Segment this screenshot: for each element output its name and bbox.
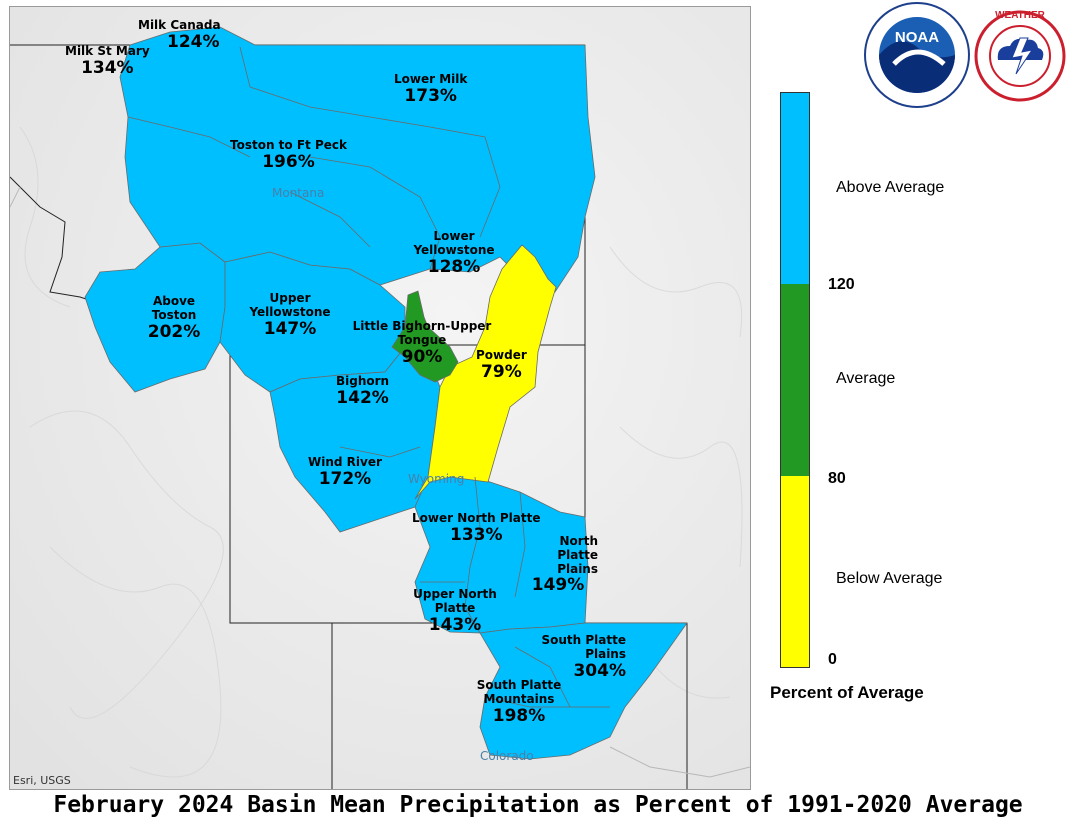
page-title: February 2024 Basin Mean Precipitation a…: [53, 792, 1023, 818]
basin-label-powder: Powder 79%: [476, 348, 527, 382]
map-frame: Milk Canada 124% Milk St Mary 134% Lower…: [9, 6, 751, 790]
legend-break-120: 120: [828, 276, 855, 293]
basin-name: South Platte Mountains: [476, 678, 562, 706]
basin-name: Bighorn: [336, 374, 390, 388]
basin-name: Little Bighorn-Upper Tongue: [352, 319, 492, 347]
basin-label-bighorn: Bighorn 142%: [336, 374, 390, 408]
state-label-montana: Montana: [272, 186, 325, 200]
basin-label-milk-st-mary: Milk St Mary 134%: [65, 44, 150, 78]
basin-percent: 304%: [573, 660, 626, 681]
basin-label-north-platte-plains: North Platte Plains 149%: [518, 534, 598, 596]
basin-name: South Platte Plains: [541, 633, 626, 661]
basin-percent: 143%: [428, 614, 482, 635]
basin-name: Upper Yellowstone: [249, 291, 331, 319]
basin-label-upper-north-platte: Upper North Platte 143%: [410, 587, 500, 635]
basin-map: [10, 7, 750, 789]
legend-title: Percent of Average: [770, 683, 924, 702]
legend-break-80: 80: [828, 470, 846, 487]
idaho-boundary: [10, 176, 111, 308]
basin-percent: 133%: [449, 524, 503, 545]
basin-percent: 128%: [427, 256, 481, 277]
basin-name: Milk Canada: [138, 18, 221, 32]
basin-name: Lower Yellowstone: [413, 229, 495, 257]
legend-color-bar: [780, 92, 810, 668]
legend-swatch-average: [781, 284, 809, 476]
noaa-logo-text: NOAA: [895, 29, 939, 46]
legend-break-0: 0: [828, 651, 837, 668]
basin-label-above-toston: Above Toston 202%: [138, 294, 210, 342]
map-attribution: Esri, USGS: [13, 774, 71, 787]
basin-percent: 79%: [481, 361, 522, 382]
basin-shape-northern-montana: [119, 26, 596, 293]
basin-label-lower-milk: Lower Milk 173%: [394, 72, 468, 106]
basin-percent: 149%: [531, 575, 585, 596]
basin-label-lower-yellowstone: Lower Yellowstone 128%: [413, 229, 495, 277]
noaa-logo: NOAA: [864, 2, 970, 108]
basin-name: Milk St Mary: [65, 44, 150, 58]
basin-label-toston-ft-peck: Toston to Ft Peck 196%: [230, 138, 347, 172]
basin-percent: 202%: [147, 321, 201, 342]
legend-label-average: Average: [836, 370, 896, 387]
basin-percent: 90%: [401, 346, 443, 367]
basin-name: Above Toston: [151, 294, 197, 322]
sub-basin-dividers: [127, 46, 610, 708]
basin-percent: 124%: [167, 31, 220, 52]
terrain-lines: [10, 186, 750, 778]
terrain-texture: [19, 126, 743, 778]
basin-label-little-bighorn: Little Bighorn-Upper Tongue 90%: [352, 319, 492, 367]
basin-shape-little-bighorn: [391, 290, 459, 383]
basin-percent: 173%: [404, 85, 457, 106]
basin-name: Lower Milk: [394, 72, 468, 86]
basin-label-upper-yellowstone: Upper Yellowstone 147%: [242, 291, 338, 339]
legend-swatch-below: [781, 476, 809, 667]
svg-text:WEATHER: WEATHER: [995, 10, 1046, 21]
basin-percent: 196%: [262, 151, 315, 172]
nws-logo: WEATHER: [974, 10, 1066, 102]
basin-name: Upper North Platte: [413, 587, 497, 615]
basin-percent: 198%: [492, 705, 546, 726]
basin-label-wind-river: Wind River 172%: [308, 455, 382, 489]
basin-label-south-platte-mountains: South Platte Mountains 198%: [472, 678, 566, 726]
basin-name: Powder: [476, 348, 527, 362]
basin-name: Lower North Platte: [412, 511, 541, 525]
basin-percent: 142%: [336, 387, 389, 408]
state-label-wyoming: Wyoming: [408, 472, 465, 486]
legend-label-above: Above Average: [836, 179, 945, 196]
basin-name: Toston to Ft Peck: [230, 138, 347, 152]
basin-percent: 172%: [318, 468, 372, 489]
basins: [84, 26, 688, 760]
basin-label-milk-canada: Milk Canada 124%: [138, 18, 221, 52]
basin-name: Wind River: [308, 455, 382, 469]
legend-swatch-above: [781, 93, 809, 284]
basin-label-lower-north-platte: Lower North Platte 133%: [412, 511, 541, 545]
basin-name: North Platte Plains: [557, 534, 598, 576]
basin-percent: 134%: [81, 57, 134, 78]
legend-label-below: Below Average: [836, 570, 943, 587]
basin-percent: 147%: [263, 318, 317, 339]
basin-label-south-platte-plains: South Platte Plains 304%: [530, 633, 626, 681]
state-label-colorado: Colorado: [480, 749, 534, 763]
